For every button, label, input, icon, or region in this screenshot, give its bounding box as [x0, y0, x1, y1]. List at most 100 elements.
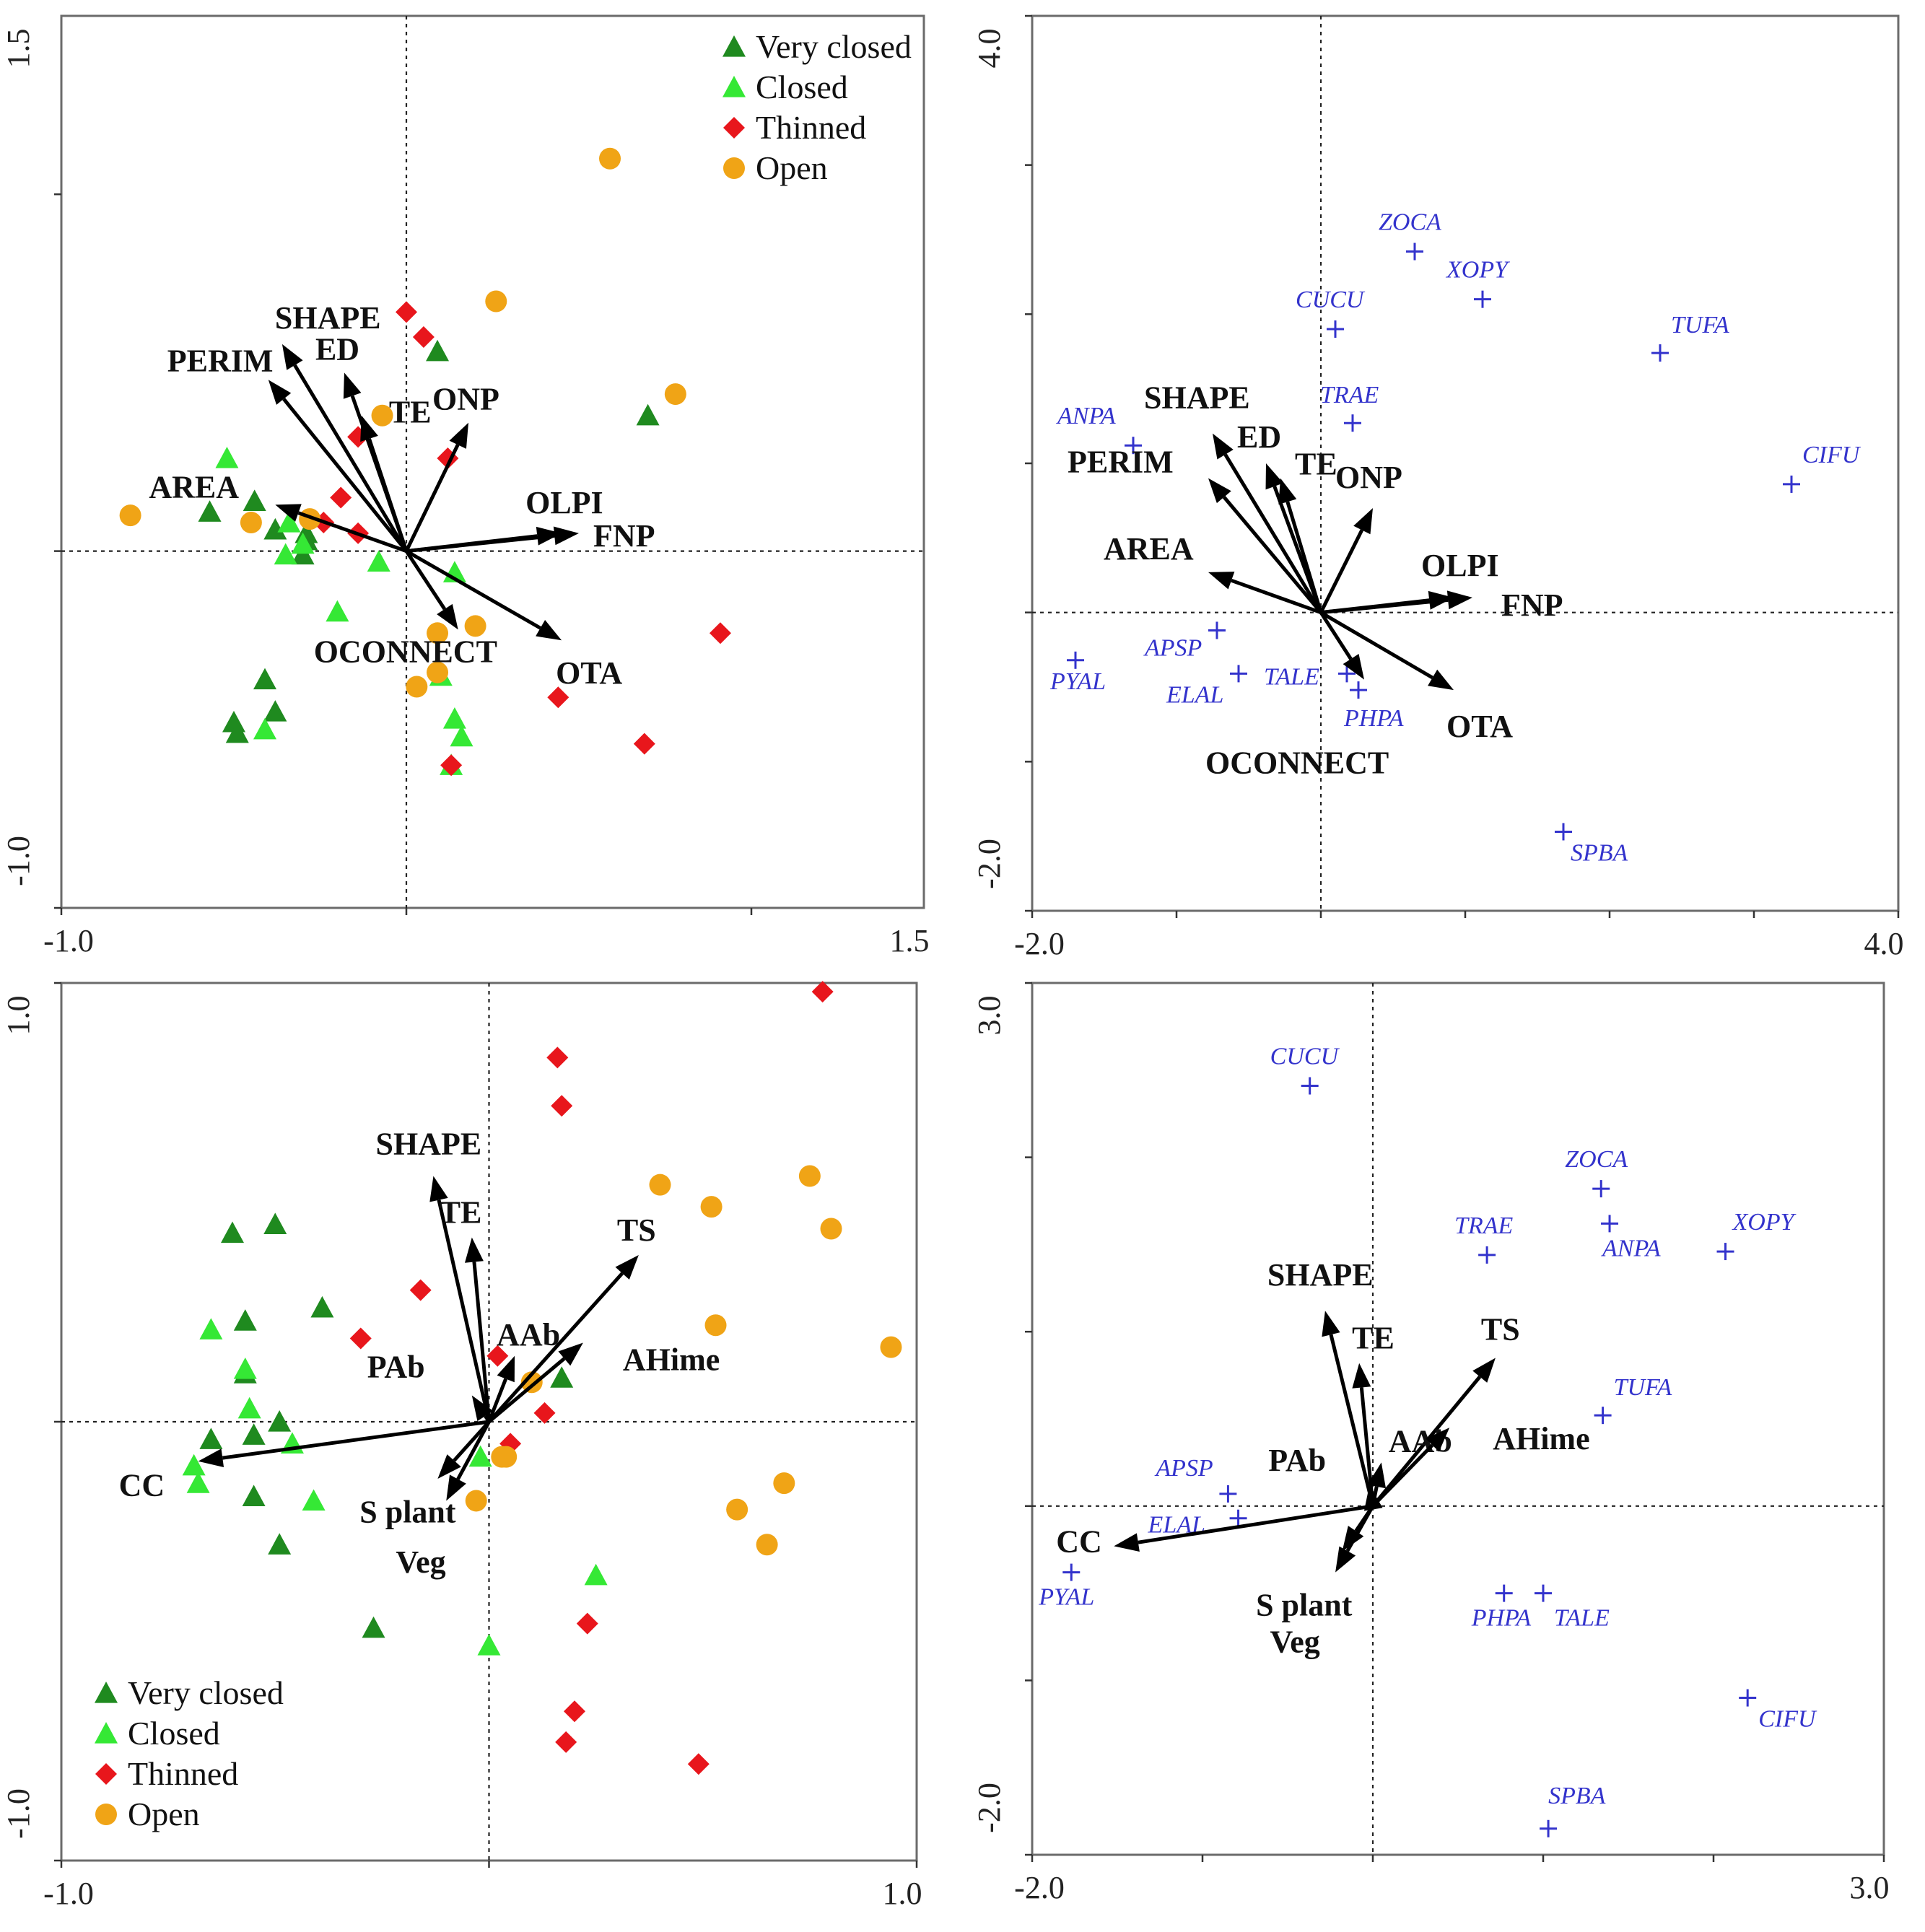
point-thinned [687, 1753, 710, 1775]
arrow-shape-shaft [1223, 453, 1323, 613]
arrow-cc: CC [119, 1420, 489, 1503]
arrow-veg: Veg [1270, 1505, 1375, 1660]
arrow-label: OTA [1446, 709, 1513, 744]
arrow-onp: ONP [1319, 460, 1402, 613]
arrow-aab-shaft [487, 1378, 508, 1422]
arrow-perim: PERIM [1068, 445, 1322, 614]
arrow-te-shaft [1359, 1387, 1375, 1507]
arrow-label: ONP [1335, 460, 1402, 495]
species-xopy: XOPY [1445, 257, 1510, 308]
arrow-label: TE [1352, 1321, 1394, 1356]
arrow-fnp: FNP [406, 518, 655, 554]
point-open [820, 1218, 842, 1240]
arrow-veg-head [1342, 1526, 1364, 1552]
species-label: PYAL [1049, 668, 1106, 695]
arrow-veg: Veg [396, 1420, 491, 1580]
species-spba: SPBA [1540, 1783, 1606, 1837]
arrow-fnp-head [1446, 590, 1472, 610]
arrow-ahime-shaft [487, 1357, 566, 1423]
point-closed [442, 707, 466, 729]
arrow-ts: TS [487, 1212, 656, 1423]
arrow-oconnect-head [1343, 654, 1364, 680]
species-label: XOPY [1445, 257, 1510, 284]
arrow-shape: SHAPE [1267, 1257, 1375, 1507]
point-thinned [412, 325, 435, 348]
legend-label: Thinned [128, 1755, 238, 1792]
legend-label: Open [128, 1796, 200, 1832]
arrow-te-head [360, 415, 378, 442]
point-open [880, 1336, 902, 1358]
legend-marker-thinned [95, 1763, 117, 1785]
point-open [406, 676, 428, 698]
plot-frame [60, 14, 925, 909]
arrow-onp: ONP [404, 382, 499, 552]
arrow-aab-head [497, 1355, 515, 1383]
species-apsp: APSP [1154, 1455, 1237, 1503]
arrow-label: CC [119, 1468, 165, 1503]
point-closed [253, 717, 277, 740]
arrow-onp-head [1353, 508, 1373, 535]
arrow-label: PAb [367, 1350, 425, 1385]
arrow-label: ED [315, 331, 359, 367]
x-max-label: 1.0 [883, 1876, 922, 1911]
arrow-oconnect-shaft [1319, 611, 1353, 660]
arrow-label: TS [617, 1212, 656, 1248]
arrow-ts: TS [1371, 1311, 1520, 1508]
point-closed [291, 532, 315, 554]
arrow-area: AREA [149, 469, 407, 553]
arrow-veg-shaft [1354, 1505, 1375, 1532]
ordination-panel-3: -1.0 1.0 -1.0 1.0 SHAPE TE TS AAb AHime PAb CC S pl… [1, 981, 922, 1911]
species-label: ELAL [1166, 681, 1223, 708]
species-cucu: CUCU [1296, 287, 1366, 338]
arrow-label: ONP [432, 382, 499, 417]
point-open [756, 1534, 778, 1556]
species-label: ANPA [1056, 403, 1116, 429]
point-open [649, 1173, 671, 1196]
arrow-area-head [275, 504, 302, 522]
arrow-shape-head [429, 1176, 448, 1202]
arrow-onp-shaft [1319, 529, 1364, 613]
species-cifu: CIFU [1783, 442, 1861, 493]
point-closed [182, 1454, 206, 1476]
point-closed [199, 1318, 223, 1339]
point-very-closed [242, 1485, 266, 1506]
arrow-label: AAb [497, 1317, 560, 1352]
arrow-label: AREA [149, 469, 239, 504]
arrow-s-plant-head [446, 1474, 466, 1501]
species-anpa: ANPA [1056, 403, 1142, 455]
arrow-ahime: AHime [487, 1342, 720, 1423]
species-tale: TALE [1535, 1584, 1610, 1632]
legend-label: Thinned [756, 109, 866, 146]
species-label: CIFU [1758, 1706, 1817, 1733]
legend-marker-thinned [723, 117, 745, 139]
arrow-ahime-shaft [1371, 1443, 1434, 1508]
arrow-area: AREA [1104, 531, 1322, 615]
species-zoca: ZOCA [1379, 209, 1441, 261]
point-thinned [811, 981, 834, 1003]
species-label: ANPA [1601, 1235, 1661, 1262]
legend-marker-open [723, 157, 745, 179]
legend-label: Open [756, 149, 828, 186]
point-open [427, 661, 449, 683]
arrow-s-plant-head [1335, 1546, 1356, 1573]
arrow-shape-shaft [293, 364, 409, 552]
point-open [240, 512, 262, 534]
y-max-label: 3.0 [972, 996, 1007, 1036]
species-xopy: XOPY [1716, 1209, 1797, 1261]
species-label: PYAL [1038, 1584, 1094, 1611]
arrow-ota: OTA [1319, 611, 1513, 744]
arrow-oconnect: OCONNECT [1205, 611, 1389, 781]
species-phpa: PHPA [1471, 1584, 1531, 1632]
arrow-label: TE [1295, 447, 1337, 482]
arrow-te: TE [440, 1195, 491, 1422]
arrow-cc: CC [1056, 1504, 1374, 1559]
y-max-label: 1.5 [1, 29, 36, 69]
y-max-label: 4.0 [972, 29, 1007, 69]
point-thinned [576, 1612, 598, 1635]
point-very-closed [263, 517, 287, 540]
arrow-fnp-head [553, 526, 579, 546]
arrow-shape: SHAPE [1144, 380, 1323, 613]
species-tale: TALE [1264, 663, 1356, 690]
